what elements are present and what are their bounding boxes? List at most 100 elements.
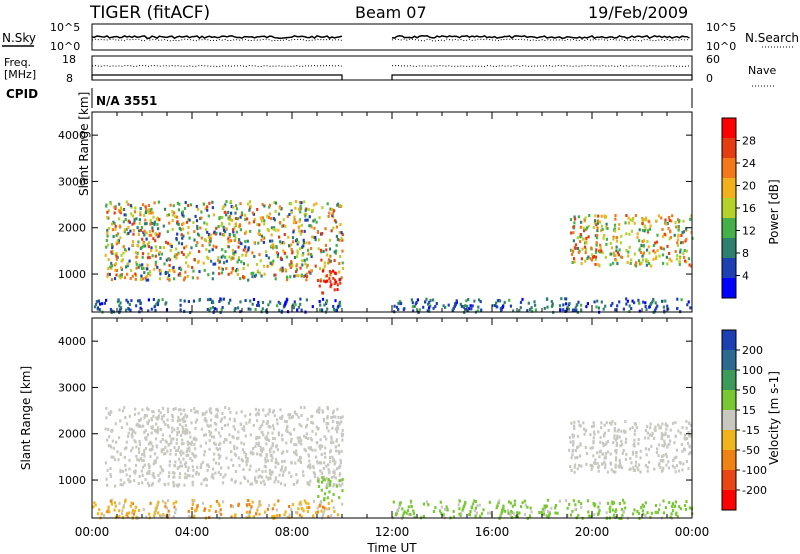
power-cell: [630, 229, 633, 233]
velocity-cell: [125, 473, 128, 477]
velocity-cell: [161, 406, 165, 410]
power-cell: [465, 299, 468, 303]
velocity-cell: [247, 515, 250, 519]
power-cell: [272, 259, 275, 263]
velocity-cell: [665, 427, 668, 431]
power-cell: [123, 228, 126, 232]
velocity-cell: [458, 499, 461, 503]
power-cell: [585, 305, 588, 309]
power-cell: [647, 245, 650, 249]
velocity-cell: [569, 440, 572, 444]
velocity-cell: [497, 501, 500, 505]
power-cell: [311, 208, 314, 212]
power-cell: [652, 257, 655, 261]
velocity-cell: [248, 418, 251, 422]
power-cell: [615, 245, 618, 249]
power-cell: [281, 266, 284, 270]
velocity-cell: [337, 449, 340, 453]
power-cell: [685, 249, 688, 253]
velocity-cell: [308, 459, 311, 463]
velocity-cell: [315, 455, 318, 459]
velocity-cell: [312, 465, 315, 468]
power-cell: [546, 297, 549, 301]
velocity-cell: [573, 420, 576, 424]
velocity-cell: [329, 460, 332, 464]
velocity-cell: [209, 410, 212, 414]
velocity-cell: [329, 441, 333, 445]
velocity-cell: [172, 437, 175, 441]
power-cell: [303, 200, 306, 204]
power-cell: [274, 209, 277, 213]
velocity-cell: [128, 511, 131, 515]
power-cell: [138, 263, 141, 267]
power-cell: [110, 250, 113, 254]
power-cell: [260, 234, 264, 238]
velocity-cell: [254, 445, 257, 448]
velocity-cell: [256, 411, 259, 415]
power-cell: [600, 224, 603, 228]
power-cell: [180, 268, 183, 272]
power-cell: [604, 255, 607, 259]
velocity-cell: [298, 441, 301, 445]
nsky-label: N.Sky: [2, 31, 36, 45]
power-cell: [429, 304, 432, 308]
power-cell: [644, 218, 647, 222]
power-cell: [675, 225, 678, 229]
velocity-cell: [326, 416, 329, 420]
power-cell: [209, 297, 212, 301]
velocity-cell: [167, 425, 170, 429]
velocity-cell: [473, 499, 476, 503]
velocity-cell: [291, 503, 294, 506]
power-cell: [673, 233, 676, 237]
velocity-cell: [661, 455, 664, 459]
velocity-cell: [119, 478, 122, 482]
velocity-cell: [266, 438, 269, 442]
velocity-cell: [677, 469, 681, 473]
velocity-cell: [599, 440, 602, 444]
velocity-cell: [183, 483, 186, 487]
power-heatmap-cells: [93, 200, 694, 314]
power-cell: [660, 246, 663, 250]
power-cell: [183, 246, 186, 250]
power-cell: [222, 228, 226, 232]
velocity-cell: [233, 417, 236, 421]
velocity-cell: [327, 478, 330, 482]
velocity-colorbar-tick-label: -200: [742, 484, 767, 497]
power-cell: [282, 224, 285, 228]
power-cell: [328, 247, 332, 251]
power-cell: [176, 253, 179, 257]
power-cell: [196, 224, 199, 228]
power-cell: [244, 299, 247, 302]
velocity-cell: [294, 451, 297, 455]
power-cell: [118, 217, 121, 221]
velocity-cell: [462, 506, 465, 510]
velocity-cell: [159, 428, 163, 431]
velocity-cell: [138, 443, 141, 446]
velocity-cell: [671, 421, 675, 425]
power-cell: [206, 205, 209, 209]
power-cell: [648, 227, 651, 231]
power-cell: [464, 307, 467, 311]
velocity-cell: [458, 512, 461, 516]
velocity-cell: [570, 469, 573, 472]
power-cell: [207, 273, 210, 277]
velocity-cell: [317, 479, 320, 483]
power-cell: [580, 220, 583, 224]
velocity-cell: [219, 434, 222, 438]
power-cell: [157, 298, 160, 302]
power-cell: [559, 308, 562, 312]
velocity-cell: [686, 441, 690, 445]
velocity-cell: [256, 508, 259, 512]
power-cell: [153, 201, 156, 205]
velocity-cell: [340, 432, 343, 436]
power-cell: [259, 259, 262, 263]
velocity-cell: [185, 450, 188, 454]
power-cell: [181, 223, 184, 227]
velocity-cell: [442, 513, 445, 517]
power-cell: [637, 259, 640, 263]
velocity-cell: [608, 421, 612, 425]
freq-right-tick-top: 60: [706, 53, 720, 66]
velocity-cell: [255, 469, 258, 473]
velocity-cell: [210, 431, 213, 435]
power-cell: [236, 273, 239, 276]
